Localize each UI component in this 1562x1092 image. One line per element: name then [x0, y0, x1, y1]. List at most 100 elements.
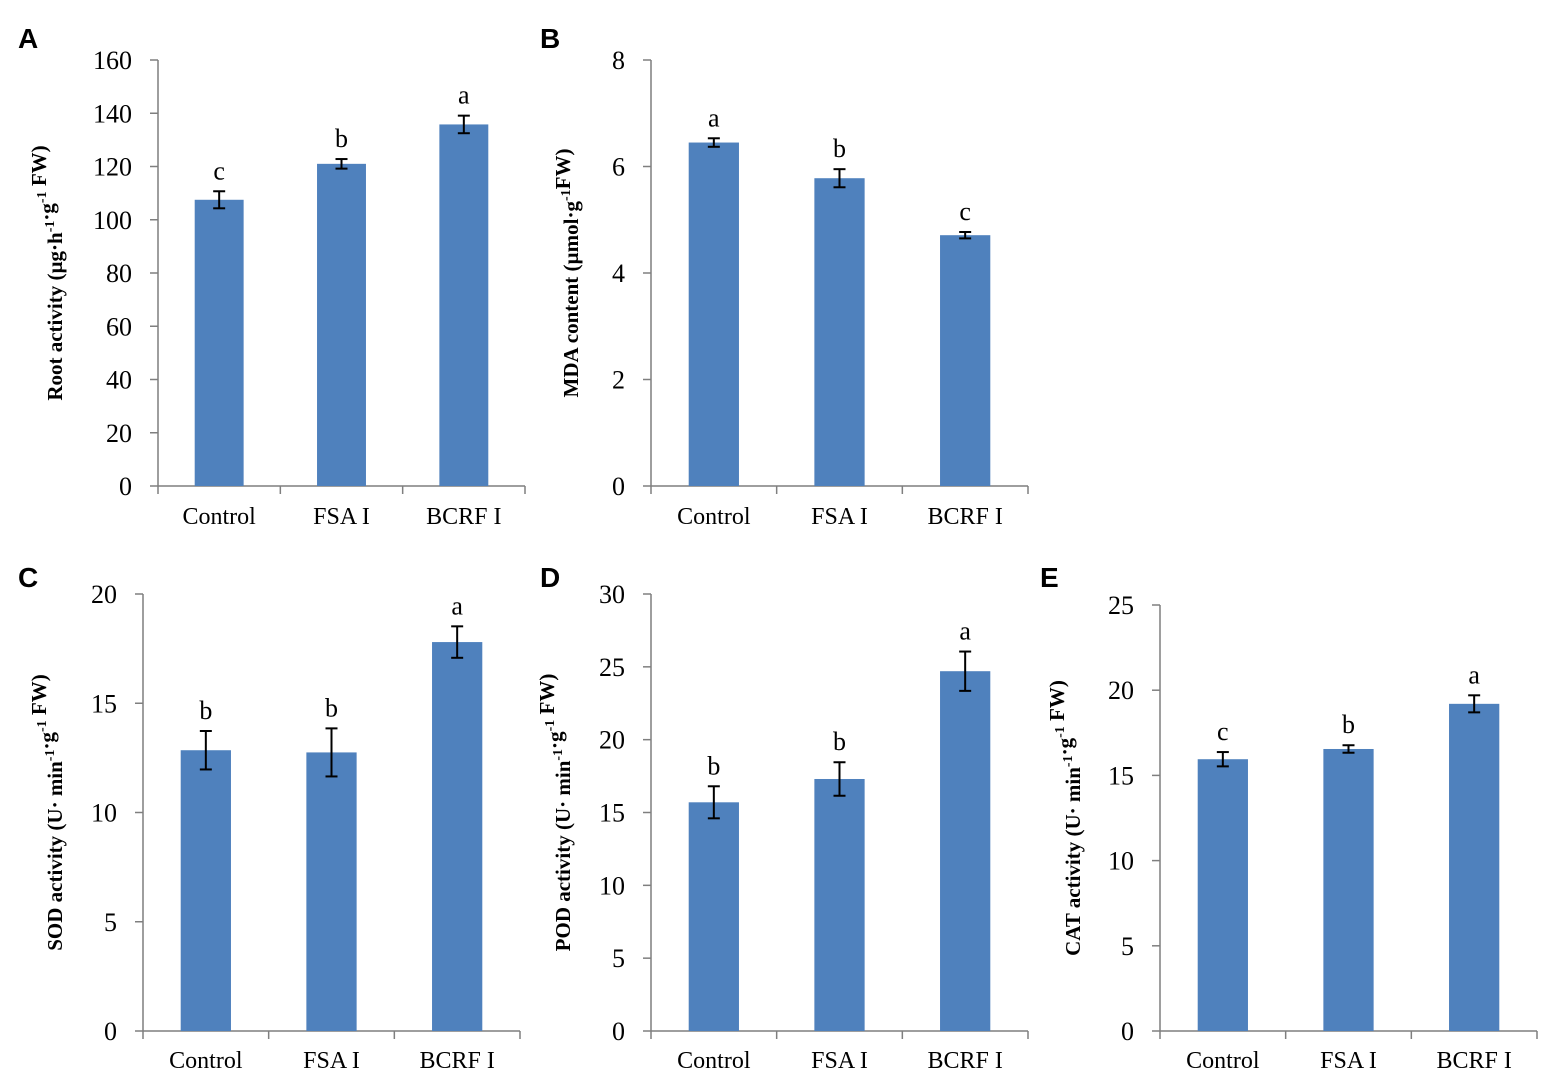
y-tick-label: 5 — [612, 944, 625, 973]
panel-b: B 0 2 4 6 8 a Control b FSA I c BCRF I MDA content (… — [540, 23, 1029, 530]
significance-label: a — [451, 591, 463, 620]
error-bar — [1216, 751, 1229, 768]
y-axis-label-text: Root activity (µg·h — [43, 232, 67, 401]
y-tick-label: 4 — [612, 259, 625, 288]
category-label: Control — [169, 1048, 243, 1074]
y-tick-label: 15 — [1108, 761, 1134, 790]
category-label: FSA I — [313, 504, 370, 530]
significance-label: b — [833, 727, 846, 756]
y-tick-label: 0 — [1121, 1017, 1134, 1046]
y-axis-label-superscript: -1 — [43, 750, 58, 762]
y-axis-label-superscript: -1 — [1061, 755, 1076, 767]
y-tick-label: 20 — [599, 726, 625, 755]
bar — [814, 778, 865, 1031]
panel-letter: B — [540, 23, 560, 54]
y-axis-label: Root activity (µg·h-1·g-1 FW) — [27, 145, 67, 400]
y-axis-label: CAT activity (U· min-1·g-1 FW) — [1045, 680, 1085, 956]
bar — [439, 124, 489, 487]
y-tick-label: 5 — [104, 908, 117, 937]
y-tick-label: 15 — [91, 689, 117, 718]
y-axis-label-text: POD activity (U· min — [551, 760, 575, 951]
category-label: BCRF I — [927, 1048, 1002, 1074]
panel-letter: E — [1040, 562, 1059, 593]
significance-label: c — [959, 197, 971, 226]
significance-label: b — [833, 134, 846, 163]
y-tick-label: 0 — [612, 1017, 625, 1046]
bar — [688, 802, 739, 1031]
significance-label: b — [199, 696, 212, 725]
y-axis-label: MDA content (µmol·g-1FW) — [551, 149, 583, 398]
y-tick-label: 120 — [93, 153, 132, 182]
panel-d: D 0 5 10 15 20 25 30 b Control b FSA I a BCRF I POD ac… — [535, 562, 1029, 1074]
category-label: FSA I — [811, 1048, 868, 1074]
y-axis-label-superscript: -1 — [43, 221, 58, 233]
error-bar — [959, 650, 972, 692]
significance-label: b — [1342, 710, 1355, 739]
bar — [317, 163, 366, 486]
y-axis-label-superscript: -1 — [543, 720, 558, 732]
y-tick-label: 10 — [599, 871, 625, 900]
significance-label: a — [959, 617, 971, 646]
y-axis-label-superscript: -1 — [35, 191, 50, 203]
y-tick-label: 20 — [1108, 676, 1134, 705]
bar — [1323, 748, 1374, 1031]
category-label: Control — [677, 1048, 751, 1074]
bar — [940, 671, 991, 1031]
y-tick-label: 0 — [119, 472, 132, 501]
significance-label: a — [708, 103, 720, 132]
y-axis-label-superscript: -1 — [35, 720, 50, 732]
y-axis-label: SOD activity (U· min-1·g-1 FW) — [27, 674, 67, 951]
error-bar — [213, 190, 226, 210]
significance-label: a — [1468, 660, 1480, 689]
category-label: Control — [182, 504, 256, 530]
error-bar — [451, 625, 464, 659]
y-tick-label: 25 — [1108, 591, 1134, 620]
category-label: FSA I — [811, 504, 868, 530]
significance-label: b — [335, 124, 348, 153]
y-axis-label-text: FW) — [27, 674, 51, 720]
bar — [688, 142, 739, 486]
bar — [814, 178, 865, 486]
bar — [1197, 759, 1248, 1031]
error-bar — [199, 729, 212, 771]
bar — [306, 752, 357, 1031]
error-bar — [707, 785, 720, 820]
y-tick-label: 15 — [599, 799, 625, 828]
y-tick-label: 0 — [612, 472, 625, 501]
y-tick-label: 160 — [93, 46, 132, 75]
panel-a: A 0 20 40 60 80 100 120 140 160 c Control b FSA I a BCR… — [18, 23, 526, 530]
y-axis-label-text: ·g — [1053, 737, 1077, 755]
error-bar — [833, 761, 846, 797]
bar — [940, 235, 991, 486]
y-axis-label: POD activity (U· min-1·g-1 FW) — [535, 674, 575, 952]
y-tick-label: 20 — [106, 419, 132, 448]
y-axis-label-superscript: -1 — [551, 749, 566, 761]
error-bar — [457, 114, 470, 135]
y-tick-label: 5 — [1121, 932, 1134, 961]
significance-label: c — [213, 156, 225, 185]
category-label: BCRF I — [419, 1048, 494, 1074]
y-axis-label-text: ·g — [35, 203, 59, 221]
error-bar — [833, 168, 846, 189]
category-label: BCRF I — [927, 504, 1002, 530]
y-axis-label-text: ·g — [543, 731, 567, 749]
y-axis-label-text: FW) — [1045, 680, 1069, 726]
y-axis-label-superscript: -1 — [1053, 726, 1068, 738]
significance-label: b — [707, 751, 720, 780]
bar — [180, 750, 231, 1031]
y-tick-label: 20 — [91, 580, 117, 609]
panel-letter: A — [18, 23, 38, 54]
y-tick-label: 2 — [612, 366, 625, 395]
significance-label: c — [1217, 717, 1229, 746]
y-axis-label-text: SOD activity (U· min — [43, 761, 67, 951]
y-axis-label-text: FW) — [551, 149, 575, 190]
error-bar — [1468, 694, 1481, 714]
y-tick-label: 140 — [93, 99, 132, 128]
y-tick-label: 8 — [612, 46, 625, 75]
y-tick-label: 60 — [106, 312, 132, 341]
y-axis-label-text: FW) — [27, 145, 51, 191]
error-bar — [325, 727, 338, 778]
y-tick-label: 100 — [93, 206, 132, 235]
y-tick-label: 40 — [106, 366, 132, 395]
